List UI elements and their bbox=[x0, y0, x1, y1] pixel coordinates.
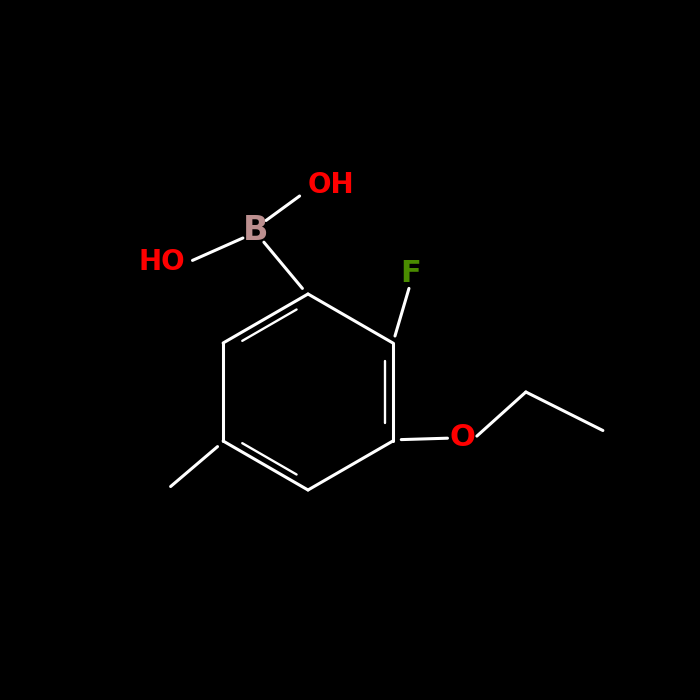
Text: O: O bbox=[450, 423, 476, 452]
Text: HO: HO bbox=[139, 248, 186, 276]
Text: OH: OH bbox=[308, 172, 355, 200]
Text: F: F bbox=[400, 258, 421, 288]
Text: B: B bbox=[243, 214, 268, 248]
